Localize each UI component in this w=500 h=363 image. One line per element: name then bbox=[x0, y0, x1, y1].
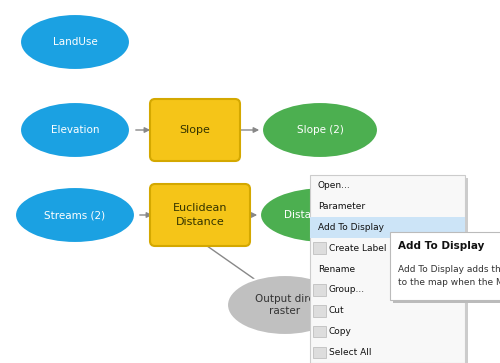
Text: Streams (2): Streams (2) bbox=[44, 210, 106, 220]
Text: Select All: Select All bbox=[328, 348, 371, 357]
Ellipse shape bbox=[15, 187, 135, 243]
Ellipse shape bbox=[20, 14, 130, 70]
FancyBboxPatch shape bbox=[390, 232, 500, 300]
Text: LandUse: LandUse bbox=[52, 37, 98, 47]
FancyBboxPatch shape bbox=[313, 347, 326, 358]
Text: Distance_Stre...: Distance_Stre... bbox=[284, 209, 366, 220]
FancyBboxPatch shape bbox=[313, 178, 468, 363]
Ellipse shape bbox=[260, 187, 390, 243]
Text: Cut: Cut bbox=[328, 306, 344, 315]
Text: Euclidean
Distance: Euclidean Distance bbox=[173, 203, 227, 227]
Text: Group...: Group... bbox=[328, 285, 365, 294]
FancyBboxPatch shape bbox=[313, 326, 326, 338]
FancyBboxPatch shape bbox=[393, 235, 500, 303]
Text: Output dire
raster: Output dire raster bbox=[255, 294, 315, 316]
Text: Elevation: Elevation bbox=[51, 125, 99, 135]
FancyBboxPatch shape bbox=[150, 99, 240, 161]
Text: Create Label: Create Label bbox=[328, 244, 386, 253]
Ellipse shape bbox=[20, 102, 130, 158]
FancyBboxPatch shape bbox=[310, 217, 465, 238]
Text: Add To Display: Add To Display bbox=[398, 241, 484, 251]
FancyBboxPatch shape bbox=[150, 184, 250, 246]
Ellipse shape bbox=[227, 275, 343, 335]
Text: Add To Display adds the element
to the map when the Model runs.: Add To Display adds the element to the m… bbox=[398, 265, 500, 287]
Text: Parameter: Parameter bbox=[318, 202, 365, 211]
Text: Open...: Open... bbox=[318, 181, 351, 190]
Text: Add To Display: Add To Display bbox=[318, 223, 384, 232]
FancyBboxPatch shape bbox=[310, 175, 465, 363]
Text: Slope (2): Slope (2) bbox=[296, 125, 344, 135]
FancyBboxPatch shape bbox=[313, 284, 326, 295]
Text: Copy: Copy bbox=[328, 327, 351, 336]
FancyBboxPatch shape bbox=[313, 305, 326, 317]
Text: Rename: Rename bbox=[318, 265, 355, 273]
FancyBboxPatch shape bbox=[313, 242, 326, 254]
Ellipse shape bbox=[262, 102, 378, 158]
Text: Slope: Slope bbox=[180, 125, 210, 135]
